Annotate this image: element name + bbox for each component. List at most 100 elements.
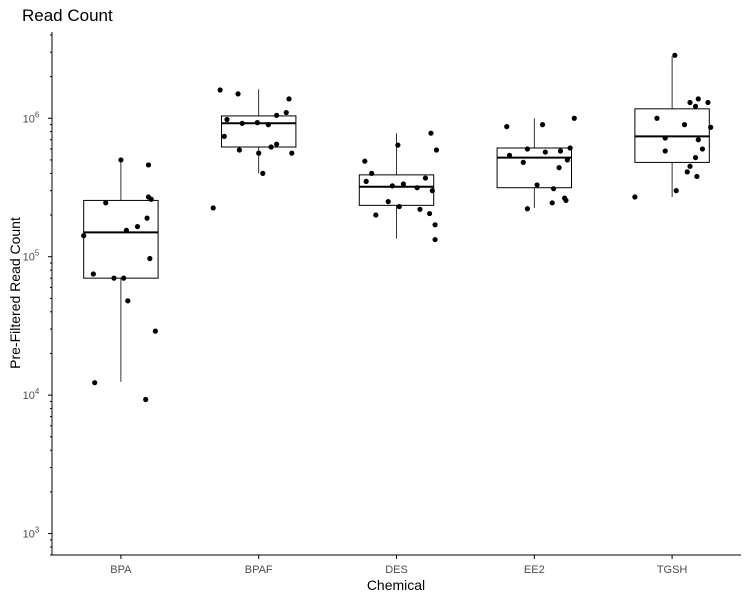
boxplots <box>83 56 710 382</box>
x-tick-label-ee2: EE2 <box>524 564 545 576</box>
point-des <box>432 222 438 228</box>
point-bpa <box>118 157 124 163</box>
box-ee2 <box>496 147 573 189</box>
point-tgsh <box>705 99 711 106</box>
point-bpaf <box>274 141 280 147</box>
point-bpaf <box>254 120 260 126</box>
point-tgsh <box>632 194 638 200</box>
point-ee2 <box>504 124 510 130</box>
point-des <box>395 142 401 148</box>
x-axis-title: Chemical <box>367 577 425 593</box>
point-des <box>363 178 369 184</box>
point-bpa <box>134 223 141 230</box>
point-bpaf <box>260 170 266 176</box>
x-axis-ticks: BPA BPAF DES EE2 TGSH <box>110 555 687 576</box>
point-tgsh <box>687 163 693 169</box>
point-bpaf <box>289 150 295 156</box>
point-ee2 <box>556 165 562 171</box>
point-bpa <box>152 328 158 334</box>
x-tick-label-bpa: BPA <box>110 564 132 576</box>
box-bpa <box>83 199 159 279</box>
point-bpaf <box>235 91 241 97</box>
point-tgsh <box>695 96 701 102</box>
y-tick-label: 106 <box>23 110 40 125</box>
point-tgsh <box>684 169 690 175</box>
point-tgsh <box>654 115 660 121</box>
point-des <box>385 199 391 205</box>
point-ee2 <box>524 146 531 152</box>
point-ee2 <box>567 145 573 151</box>
y-axis-title: Pre-Filtered Read Count <box>7 217 23 369</box>
point-tgsh <box>692 103 699 109</box>
chart-title: Read Count <box>22 6 113 25</box>
point-des <box>400 181 406 187</box>
point-tgsh <box>695 137 701 143</box>
point-bpa <box>145 162 152 168</box>
point-bpaf <box>236 147 243 153</box>
point-tgsh <box>673 188 679 194</box>
point-bpa <box>90 271 96 277</box>
point-ee2 <box>549 200 555 206</box>
point-ee2 <box>520 159 526 165</box>
point-ee2 <box>563 197 569 204</box>
point-bpa <box>81 233 87 239</box>
point-des <box>373 212 379 218</box>
point-ee2 <box>550 186 557 192</box>
point-bpaf <box>286 96 292 102</box>
point-ee2 <box>534 182 540 188</box>
point-bpaf <box>210 205 216 211</box>
point-des <box>362 158 368 164</box>
point-bpa <box>125 298 131 304</box>
point-des <box>432 236 438 243</box>
box-bpaf <box>220 115 297 148</box>
point-tgsh <box>708 124 714 130</box>
point-tgsh <box>681 122 688 128</box>
point-tgsh <box>687 99 693 106</box>
point-des <box>396 204 402 210</box>
point-bpa <box>103 200 109 206</box>
point-bpa <box>123 227 130 233</box>
point-des <box>417 206 423 212</box>
point-ee2 <box>524 206 531 212</box>
point-bpaf <box>268 144 274 150</box>
point-bpaf <box>217 87 223 93</box>
point-des <box>389 183 395 189</box>
y-tick-label: 105 <box>23 249 40 264</box>
point-bpaf <box>239 120 245 126</box>
point-bpaf <box>274 112 280 118</box>
point-tgsh <box>662 148 668 154</box>
point-des <box>429 188 435 194</box>
point-bpaf <box>221 133 227 139</box>
point-tgsh <box>672 52 678 58</box>
point-des <box>426 210 433 217</box>
point-bpa <box>148 196 154 202</box>
y-tick-label: 103 <box>23 526 40 541</box>
point-bpa <box>121 275 127 281</box>
point-tgsh <box>692 154 699 161</box>
point-des <box>369 170 375 176</box>
point-bpa <box>143 396 149 403</box>
point-ee2 <box>506 152 513 158</box>
point-bpaf <box>256 150 262 156</box>
point-bpaf <box>265 122 271 128</box>
point-des <box>414 185 420 191</box>
point-bpa <box>147 255 153 262</box>
point-bpaf <box>224 116 230 123</box>
point-ee2 <box>564 157 570 163</box>
point-ee2 <box>539 122 546 128</box>
point-tgsh <box>694 173 700 180</box>
point-des <box>428 130 434 136</box>
point-des <box>433 147 440 153</box>
y-axis-ticks: 103 104 105 106 <box>23 34 52 556</box>
box-des <box>358 174 435 206</box>
data-points <box>81 52 714 403</box>
x-tick-label-bpaf: BPAF <box>245 564 273 576</box>
point-bpa <box>92 380 98 386</box>
point-tgsh <box>699 146 706 152</box>
point-tgsh <box>662 135 668 141</box>
x-tick-label-des: DES <box>385 564 408 576</box>
point-bpa <box>144 215 150 221</box>
point-ee2 <box>542 149 548 155</box>
x-tick-label-tgsh: TGSH <box>657 564 688 576</box>
